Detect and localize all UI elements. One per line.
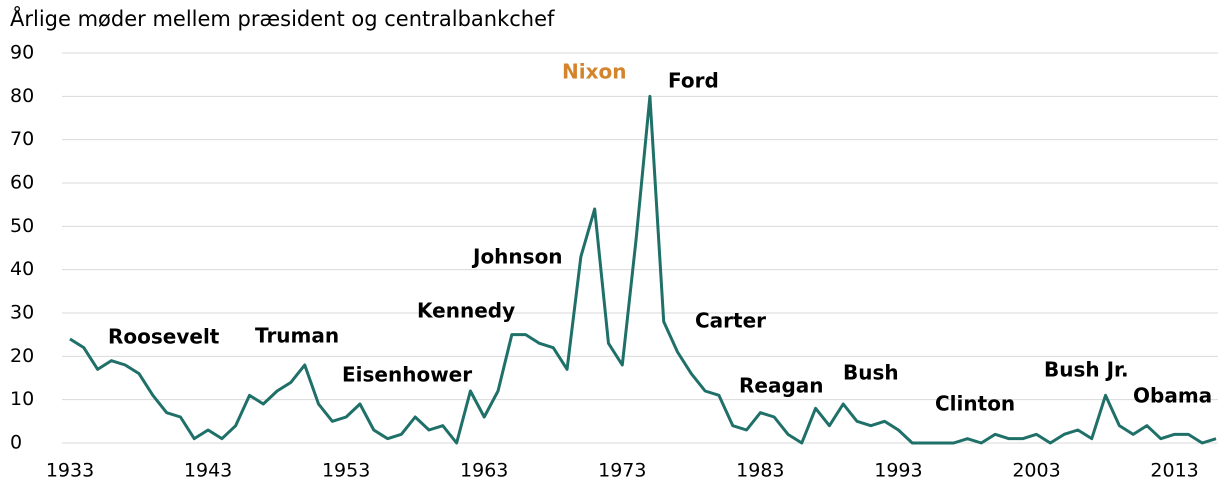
x-tick-label: 1943 bbox=[184, 460, 232, 482]
annotation: Truman bbox=[255, 324, 339, 348]
annotation: Obama bbox=[1133, 384, 1212, 408]
annotation: Clinton bbox=[935, 392, 1015, 416]
y-tick-label: 70 bbox=[10, 128, 34, 150]
x-tick-label: 2003 bbox=[1012, 460, 1060, 482]
y-tick-label: 90 bbox=[10, 42, 34, 64]
annotation: Johnson bbox=[471, 245, 563, 269]
y-tick-label: 10 bbox=[10, 388, 34, 410]
annotation: Roosevelt bbox=[108, 325, 220, 349]
data-line bbox=[69, 94, 1217, 445]
x-tick-label: 1933 bbox=[46, 460, 94, 482]
annotation: Bush Jr. bbox=[1044, 358, 1129, 382]
x-tick-label: 1973 bbox=[598, 460, 646, 482]
annotation: Nixon bbox=[562, 60, 626, 84]
y-tick-label: 30 bbox=[10, 302, 34, 324]
x-tick-label: 2013 bbox=[1150, 460, 1198, 482]
y-tick-label: 0 bbox=[10, 432, 22, 454]
chart-title: Årlige møder mellem præsident og central… bbox=[10, 5, 555, 31]
annotation: Eisenhower bbox=[342, 363, 472, 387]
y-tick-label: 40 bbox=[10, 258, 34, 280]
annotation: Ford bbox=[668, 69, 719, 93]
y-tick-label: 80 bbox=[10, 85, 34, 107]
y-tick-label: 50 bbox=[10, 215, 34, 237]
annotation: Carter bbox=[695, 309, 766, 333]
y-tick-label: 60 bbox=[10, 172, 34, 194]
annotation: Reagan bbox=[739, 374, 824, 398]
x-tick-label: 1953 bbox=[322, 460, 370, 482]
x-tick-label: 1963 bbox=[460, 460, 508, 482]
x-tick-label: 1993 bbox=[874, 460, 922, 482]
y-tick-label: 20 bbox=[10, 345, 34, 367]
annotation: Bush bbox=[843, 361, 899, 385]
x-tick-label: 1983 bbox=[736, 460, 784, 482]
annotation: Kennedy bbox=[417, 299, 515, 323]
